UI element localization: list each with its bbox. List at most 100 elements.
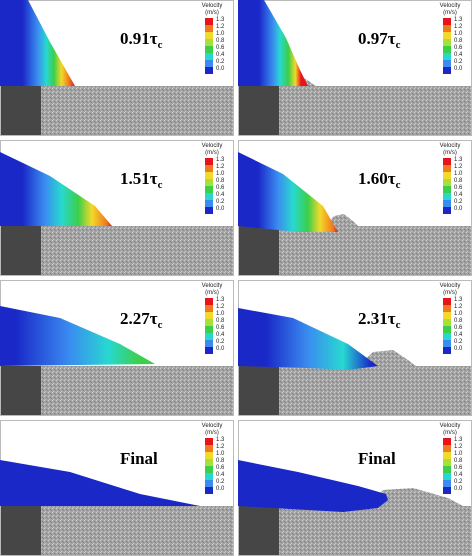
- colorbar-tick: 0.4: [216, 332, 225, 338]
- colorbar-tick: 0.2: [216, 339, 225, 345]
- colorbar-tick: 0.8: [216, 458, 225, 464]
- colorbar-tick: 1.3: [454, 17, 463, 23]
- colorbar-tick: 0.0: [454, 206, 463, 212]
- colorbar-tick: 1.0: [216, 31, 225, 37]
- colorbar-swatch: [205, 25, 213, 32]
- wall-block: [1, 86, 41, 135]
- colorbar-swatch: [443, 312, 451, 319]
- colorbar-swatch: [443, 207, 451, 214]
- colorbar-tick: 0.2: [454, 479, 463, 485]
- colorbar-swatch: [205, 179, 213, 186]
- panel: Velocity(m/s)1.31.21.00.80.60.40.20.0 2.3…: [238, 280, 472, 416]
- colorbar-swatch: [205, 305, 213, 312]
- colorbar-tick: 0.6: [454, 325, 463, 331]
- wall-block: [1, 506, 41, 555]
- time-label: 2.31τc: [358, 309, 401, 331]
- colorbar-swatch: [205, 326, 213, 333]
- time-label-text: 1.51τ: [120, 169, 158, 188]
- colorbar-swatch: [205, 340, 213, 347]
- colorbar-swatch: [443, 18, 451, 25]
- time-label-subscript: c: [396, 39, 401, 51]
- time-label-subscript: c: [158, 319, 163, 331]
- colorbar-tick: 1.0: [454, 171, 463, 177]
- colorbar-swatch: [205, 165, 213, 172]
- colorbar-unit: (m/s): [205, 10, 219, 16]
- colorbar-swatch: [443, 53, 451, 60]
- colorbar-tick: 0.8: [454, 458, 463, 464]
- colorbar-swatch: [443, 39, 451, 46]
- colorbar-swatch: [205, 53, 213, 60]
- colorbar-swatch: [205, 46, 213, 53]
- colorbar-tick: 1.2: [216, 164, 225, 170]
- colorbar-tick: 0.4: [454, 472, 463, 478]
- panel: Velocity(m/s)1.31.21.00.80.60.40.20.0 Fin…: [238, 420, 472, 556]
- colorbar-title: Velocity: [440, 423, 461, 429]
- colorbar-swatch: [443, 46, 451, 53]
- colorbar-tick: 0.2: [216, 479, 225, 485]
- panel: Velocity(m/s)1.31.21.00.80.60.40.20.0 0.9…: [238, 0, 472, 136]
- colorbar-tick: 0.6: [216, 45, 225, 51]
- colorbar-swatch: [443, 487, 451, 494]
- colorbar-swatch: [443, 298, 451, 305]
- colorbar-swatch: [205, 186, 213, 193]
- colorbar-swatch: [443, 32, 451, 39]
- colorbar-tick: 0.8: [216, 38, 225, 44]
- colorbar-tick: 0.6: [454, 465, 463, 471]
- colorbar-swatch: [443, 340, 451, 347]
- colorbar-swatch: [205, 438, 213, 445]
- colorbar-tick: 0.0: [216, 346, 225, 352]
- colorbar-tick: 0.2: [216, 59, 225, 65]
- colorbar-swatch: [205, 193, 213, 200]
- colorbar-swatch: [443, 326, 451, 333]
- colorbar-swatch: [205, 312, 213, 319]
- colorbar-tick: 0.0: [216, 206, 225, 212]
- colorbar-tick: 0.6: [216, 185, 225, 191]
- colorbar-tick: 1.2: [454, 24, 463, 30]
- colorbar-swatch: [205, 459, 213, 466]
- time-label-subscript: c: [396, 179, 401, 191]
- colorbar-tick: 1.3: [216, 297, 225, 303]
- colorbar-swatch: [205, 452, 213, 459]
- colorbar-swatch: [205, 39, 213, 46]
- colorbar-swatch: [443, 473, 451, 480]
- time-label: 0.97τc: [358, 29, 401, 51]
- time-label-text: 2.27τ: [120, 309, 158, 328]
- colorbar-title: Velocity: [202, 3, 223, 9]
- time-label-text: Final: [120, 449, 158, 468]
- colorbar-swatch: [443, 158, 451, 165]
- panel: Velocity(m/s)1.31.21.00.80.60.40.20.0 0.9…: [0, 0, 234, 136]
- sliding-mass: [0, 152, 112, 226]
- colorbar-tick: 0.0: [454, 66, 463, 72]
- colorbar-swatch: [205, 18, 213, 25]
- colorbar-swatch: [205, 67, 213, 74]
- colorbar-tick: 1.2: [454, 164, 463, 170]
- colorbar-tick: 0.6: [216, 325, 225, 331]
- panel: Velocity(m/s)1.31.21.00.80.60.40.20.0 1.6…: [238, 140, 472, 276]
- colorbar-swatch: [443, 60, 451, 67]
- colorbar-swatch: [443, 466, 451, 473]
- colorbar-swatch: [205, 207, 213, 214]
- colorbar-swatch: [205, 60, 213, 67]
- colorbar-swatch: [205, 319, 213, 326]
- panel: Velocity(m/s)1.31.21.00.80.60.40.20.0 Fin…: [0, 420, 234, 556]
- time-label-text: Final: [358, 449, 396, 468]
- time-label: Final: [358, 449, 396, 468]
- colorbar-swatch: [205, 347, 213, 354]
- colorbar-swatch: [443, 165, 451, 172]
- time-label: 0.91τc: [120, 29, 163, 51]
- colorbar-unit: (m/s): [205, 290, 219, 296]
- deposit-mound: [326, 214, 358, 226]
- colorbar-title: Velocity: [440, 283, 461, 289]
- colorbar-tick: 0.2: [454, 59, 463, 65]
- colorbar-tick: 1.2: [454, 444, 463, 450]
- sliding-mass: [238, 152, 338, 232]
- panel: Velocity(m/s)1.31.21.00.80.60.40.20.0 1.5…: [0, 140, 234, 276]
- colorbar-swatch: [443, 438, 451, 445]
- colorbar-tick: 1.0: [216, 451, 225, 457]
- time-label-subscript: c: [396, 319, 401, 331]
- colorbar-tick: 1.3: [454, 297, 463, 303]
- colorbar-tick: 0.4: [216, 472, 225, 478]
- colorbar-swatch: [443, 25, 451, 32]
- colorbar-tick: 1.2: [216, 24, 225, 30]
